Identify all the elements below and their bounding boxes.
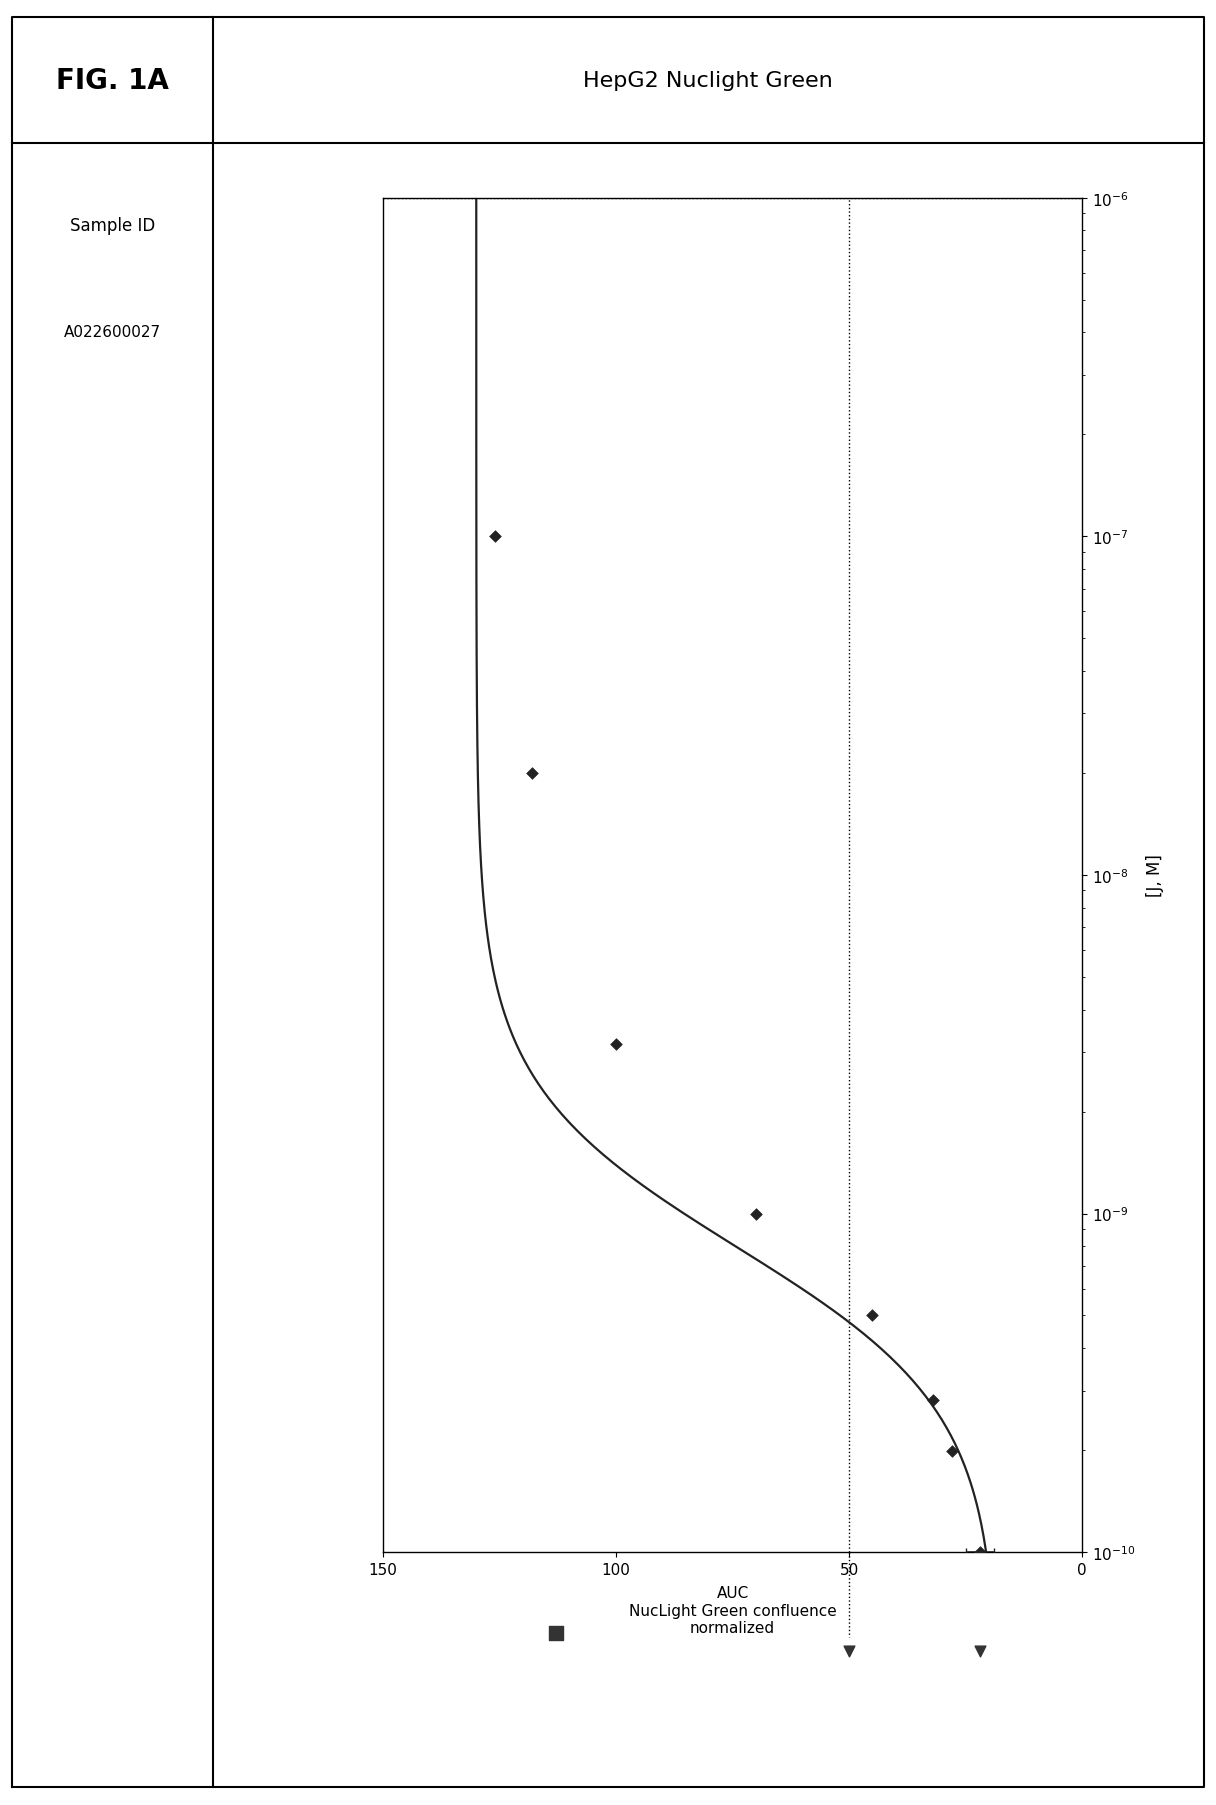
- Point: [485, 522, 505, 551]
- Point: [839, 1637, 858, 1666]
- Text: HepG2 Nuclight Green: HepG2 Nuclight Green: [584, 70, 833, 92]
- Point: [862, 1301, 882, 1330]
- Point: [923, 1386, 942, 1415]
- X-axis label: AUC
NucLight Green confluence
normalized: AUC NucLight Green confluence normalized: [629, 1585, 837, 1635]
- Point: [970, 1637, 990, 1666]
- Point: [546, 1619, 565, 1648]
- Point: [747, 1199, 766, 1227]
- Point: [523, 760, 542, 789]
- Y-axis label: [J, M]: [J, M]: [1147, 854, 1165, 897]
- Point: [942, 1437, 962, 1466]
- Text: FIG. 1A: FIG. 1A: [56, 67, 169, 96]
- Text: A022600027: A022600027: [64, 325, 161, 339]
- Point: [607, 1031, 626, 1060]
- Text: Sample ID: Sample ID: [69, 217, 156, 235]
- Point: [970, 1538, 990, 1567]
